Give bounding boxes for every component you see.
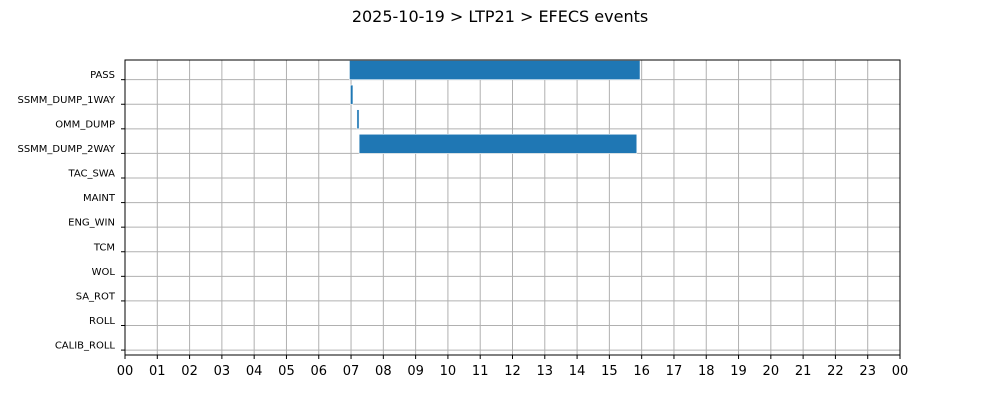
bar-layer	[349, 60, 641, 154]
x-tick-label: 03	[214, 364, 231, 379]
x-tick-label: 22	[827, 364, 844, 379]
x-tick-label: 09	[407, 364, 424, 379]
x-tick-label: 01	[149, 364, 166, 379]
chart-title: 2025-10-19 > LTP21 > EFECS events	[352, 7, 648, 26]
x-axis: 00 01 02 03 04 05 06 07 08 09 10 11 12 13 14 15 16 17 18 19…	[117, 355, 909, 379]
y-tick-label-ssmm-dump-1way: SSMM_DUMP_1WAY	[17, 95, 115, 106]
x-tick-label: 14	[569, 364, 586, 379]
x-tick-label: 08	[375, 364, 392, 379]
x-tick-label: 19	[730, 364, 747, 379]
x-tick-label: 10	[440, 364, 457, 379]
x-tick-label: 20	[763, 364, 780, 379]
y-tick-label-tcm: TCM	[93, 242, 115, 253]
x-tick-label: 13	[537, 364, 554, 379]
x-tick-label: 17	[666, 364, 683, 379]
x-tick-label: 05	[278, 364, 295, 379]
x-tick-label: 06	[310, 364, 327, 379]
y-tick-label-pass: PASS	[90, 70, 115, 81]
y-tick-label-ssmm-dump-2way: SSMM_DUMP_2WAY	[17, 144, 115, 155]
y-tick-label-eng-win: ENG_WIN	[68, 218, 115, 229]
y-tick-label-roll: ROLL	[89, 316, 115, 327]
x-tick-label: 07	[343, 364, 360, 379]
event-bar-ssmm-dump-1way	[350, 84, 354, 105]
x-tick-label: 02	[181, 364, 198, 379]
x-tick-label: 00	[117, 364, 134, 379]
x-tick-label: 12	[504, 364, 521, 379]
x-tick-label: 21	[795, 364, 812, 379]
y-tick-label-calib-roll: CALIB_ROLL	[55, 341, 116, 352]
y-tick-label-tac-swa: TAC_SWA	[67, 169, 115, 180]
x-tick-label: 18	[698, 364, 715, 379]
grid-layer	[124, 60, 901, 355]
x-tick-label: 00	[892, 364, 909, 379]
y-tick-label-maint: MAINT	[83, 193, 116, 204]
y-tick-label-wol: WOL	[92, 267, 116, 278]
y-tick-label-omm-dump: OMM_DUMP	[55, 119, 115, 130]
x-tick-label: 11	[472, 364, 489, 379]
x-tick-label: 15	[601, 364, 618, 379]
x-tick-label: 16	[633, 364, 650, 379]
x-tick-label: 04	[246, 364, 263, 379]
x-tick-label: 23	[859, 364, 876, 379]
event-bar-pass	[349, 60, 641, 80]
event-bar-omm-dump	[356, 109, 360, 130]
event-bar-ssmm-dump-2way	[358, 133, 638, 154]
y-axis: PASS SSMM_DUMP_1WAY OMM_DUMP SSMM_DUMP_2WAY…	[17, 70, 125, 352]
y-tick-label-sa-rot: SA_ROT	[76, 291, 116, 302]
